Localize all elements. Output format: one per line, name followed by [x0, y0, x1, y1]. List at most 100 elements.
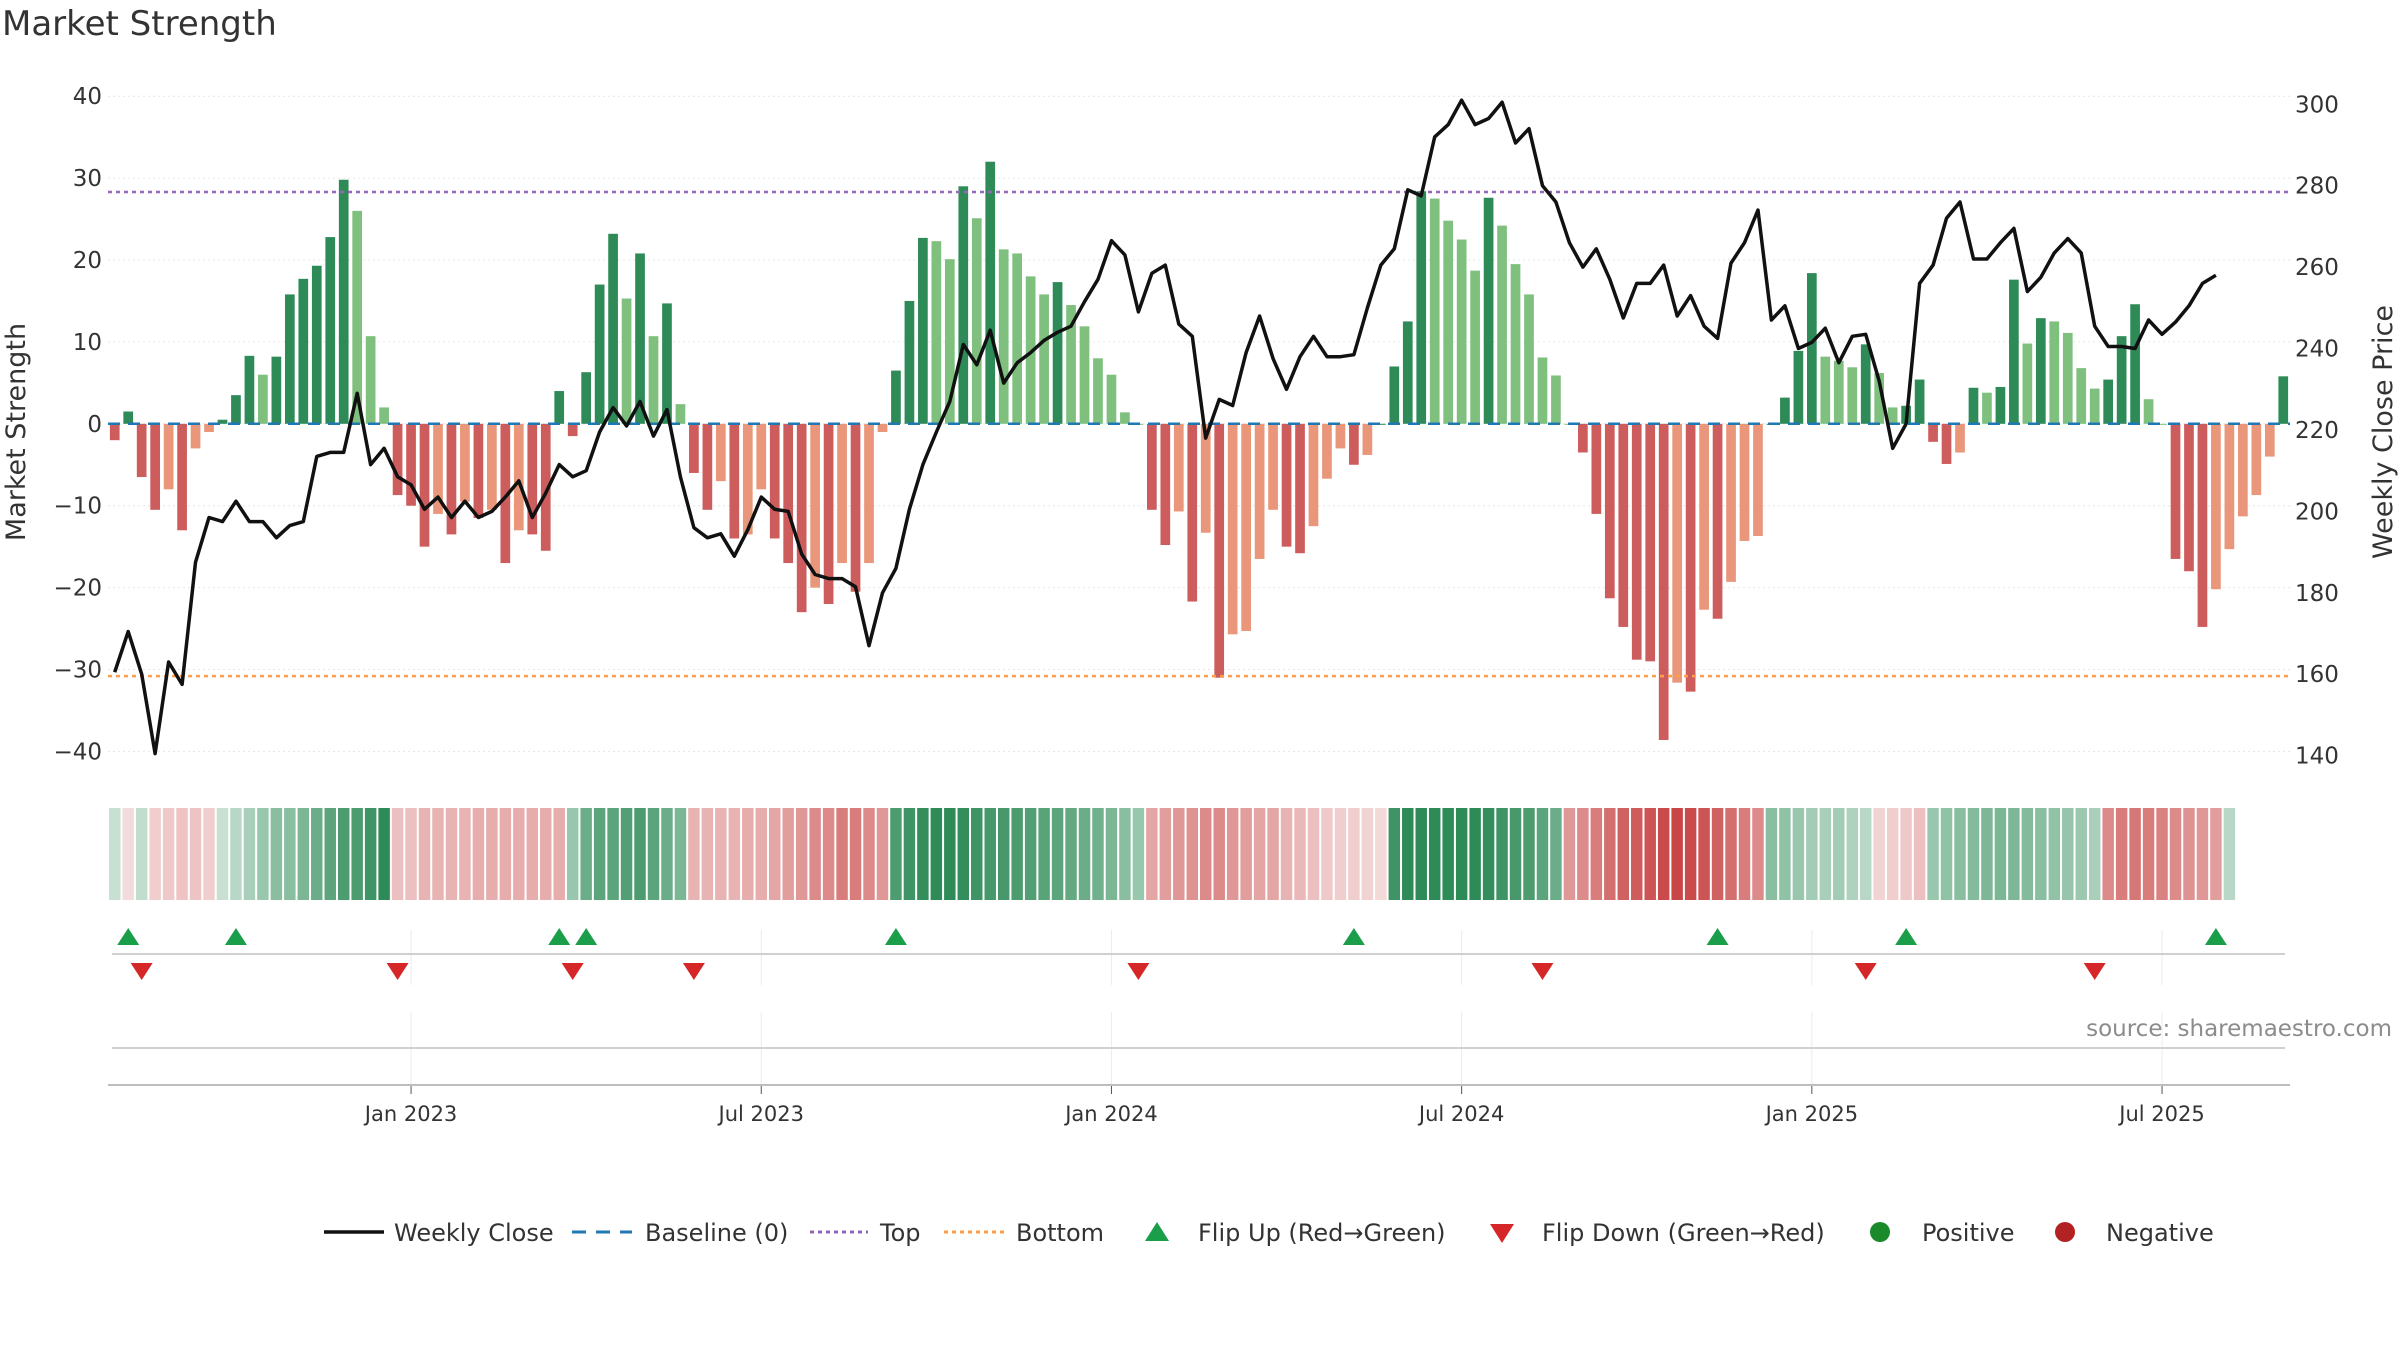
strength-strip-cell [337, 808, 350, 900]
strength-strip-cell [1563, 808, 1576, 900]
strength-strip-cell [1536, 808, 1549, 900]
strength-bar [1308, 423, 1319, 527]
strength-bar [2009, 279, 2019, 424]
strength-strip-cell [822, 808, 835, 900]
strength-strip-cell [1024, 808, 1037, 900]
strength-bar [891, 370, 901, 424]
strength-bar [109, 423, 120, 441]
flip-up-marker [1342, 928, 1365, 945]
strength-strip-cell [1819, 808, 1832, 900]
legend-flip-up-marker [1145, 1222, 1169, 1241]
strength-bar [1726, 423, 1736, 582]
strength-strip-cell [2075, 808, 2087, 900]
strength-bar [1712, 423, 1723, 619]
strength-bar [1429, 198, 1440, 424]
strength-bar [837, 423, 847, 564]
strength-strip-cell [944, 808, 956, 900]
strength-strip-cell [405, 808, 417, 900]
strength-bar [1524, 294, 1534, 424]
strength-strip-cell [1146, 808, 1158, 900]
strength-strip-cell [216, 808, 229, 900]
strength-strip-cell [1873, 808, 1885, 900]
strength-strip-cell [1859, 808, 1872, 900]
strength-bar [1618, 423, 1629, 627]
legend-flip-down-label: Flip Down (Green→Red) [1542, 1219, 1825, 1247]
y-tick-label: 40 [73, 84, 102, 110]
strength-bar [1214, 423, 1225, 678]
strength-bar [1537, 357, 1548, 424]
strength-strip-cell [1173, 808, 1185, 900]
strength-bar [1631, 423, 1642, 660]
strength-bar [2238, 423, 2248, 517]
strength-strip-cell [2115, 808, 2128, 900]
strength-bar [1025, 276, 1036, 424]
strength-bar [958, 186, 969, 424]
strength-bar [702, 423, 713, 510]
strength-strip-cell [553, 808, 565, 900]
strength-strip-cell [1657, 808, 1670, 900]
y-tick-label: −30 [53, 658, 102, 684]
strength-strip-cell [876, 808, 889, 900]
strength-bar [163, 423, 174, 490]
strength-strip-cell [472, 808, 485, 900]
strength-bar [1227, 423, 1238, 635]
strength-strip-cell [647, 808, 660, 900]
strength-strip-cell [1105, 808, 1118, 900]
y2-tick-label: 300 [2295, 92, 2339, 118]
strength-bar [1160, 423, 1171, 546]
strength-strip-cell [715, 808, 727, 900]
strength-strip-cell [755, 808, 767, 900]
weekly-close-line [113, 98, 2217, 756]
strength-bar [1173, 423, 1184, 512]
strength-bar [2211, 423, 2221, 590]
y2-tick-label: 240 [2295, 337, 2339, 363]
strength-strip-cell [445, 808, 458, 900]
legend-positive-label: Positive [1922, 1219, 2015, 1247]
strength-bar [2022, 343, 2033, 424]
strength-strip-cell [1617, 808, 1630, 900]
y-tick-label: 0 [87, 412, 102, 438]
flip-down-marker [1531, 963, 1554, 980]
strength-bar [1470, 270, 1480, 424]
strength-bar [1147, 423, 1157, 510]
strength-bar [621, 298, 632, 424]
strength-strip-cell [122, 808, 134, 900]
strength-bar [1874, 373, 1885, 424]
strength-strip-cell [1509, 808, 1522, 900]
strength-strip-cell [971, 808, 983, 900]
strength-bar [2197, 423, 2208, 627]
strength-bar [2278, 376, 2289, 424]
strength-bar [1483, 197, 1494, 424]
strength-strip-cell [836, 808, 848, 900]
strength-bar [877, 423, 888, 432]
strength-bar [2116, 336, 2127, 424]
strength-strip-cell [1482, 808, 1495, 900]
y2-tick-label: 160 [2295, 662, 2339, 688]
strength-strip-cell [311, 808, 323, 900]
strength-strip-cell [2156, 808, 2168, 900]
flip-down-marker [2083, 963, 2106, 980]
strength-bar [150, 423, 160, 510]
legend-negative-marker [2055, 1222, 2075, 1242]
strength-strip-cell [1833, 808, 1845, 900]
strength-strip-cell [701, 808, 714, 900]
strength-bar [136, 423, 147, 478]
strength-bar [608, 233, 618, 424]
strength-bar [1456, 239, 1467, 424]
strength-bar [527, 423, 538, 535]
strength-bar [1955, 423, 1965, 453]
strength-strip-cell [566, 808, 579, 900]
strength-strip-cell [674, 808, 687, 900]
strength-strip-cell [1671, 808, 1683, 900]
strength-strip-cell [1200, 808, 1212, 900]
strength-strip-cell [1954, 808, 1966, 900]
y2-tick-label: 200 [2295, 499, 2339, 525]
flip-up-marker [224, 928, 247, 945]
strength-strip-cell [378, 808, 390, 900]
strength-bar [581, 372, 592, 424]
strength-strip-cell [1496, 808, 1508, 900]
source-label: source: sharemaestro.com [2086, 1016, 2392, 1042]
flip-down-marker [130, 963, 153, 980]
strength-strip-cell [1415, 808, 1427, 900]
strength-strip-cell [1792, 808, 1805, 900]
